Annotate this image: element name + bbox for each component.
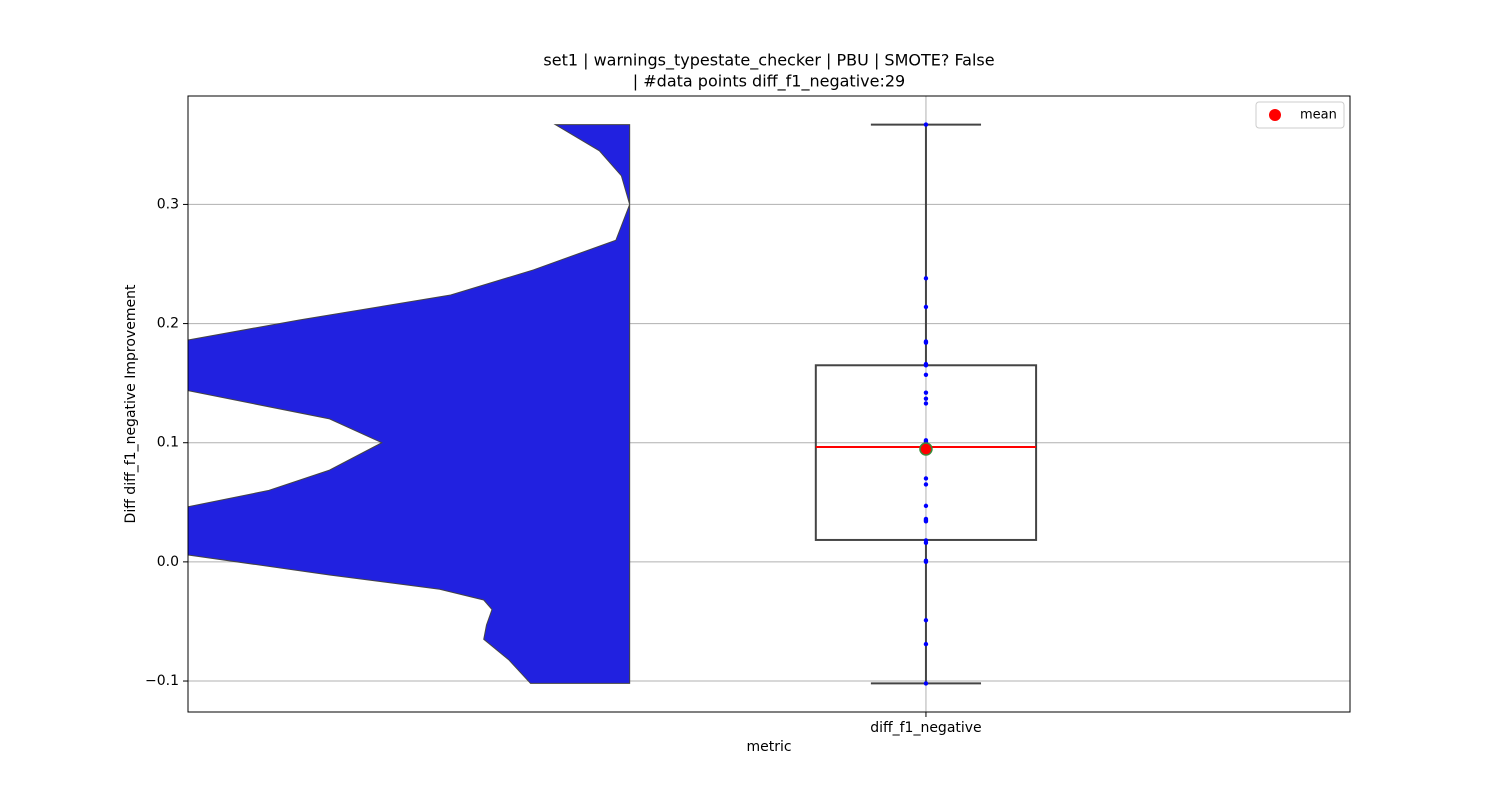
y-axis-label: Diff diff_f1_negative Improvement <box>123 284 139 523</box>
data-point <box>923 390 929 395</box>
data-point <box>923 401 929 406</box>
chart-title: set1 | warnings_typestate_checker | PBU … <box>543 51 994 71</box>
data-point <box>923 363 929 368</box>
data-point <box>923 122 929 127</box>
data-point <box>923 276 929 281</box>
legend-box <box>1255 101 1345 129</box>
data-point <box>923 540 929 546</box>
data-point <box>923 618 929 623</box>
data-point <box>923 396 929 401</box>
data-point <box>923 641 929 647</box>
data-point <box>923 681 929 686</box>
y-tick-label: 0.2 <box>157 316 179 332</box>
violin <box>188 124 631 684</box>
x-axis-label: metric <box>746 739 791 755</box>
legend-label: mean <box>1300 108 1337 123</box>
data-point <box>923 519 929 524</box>
data-point <box>923 503 929 509</box>
data-point <box>923 340 929 345</box>
data-point <box>923 476 929 481</box>
chart-title: | #data points diff_f1_negative:29 <box>633 72 905 92</box>
plot-frame <box>187 95 1351 713</box>
y-tick-label: 0.1 <box>157 435 179 451</box>
plot-area <box>188 122 1038 686</box>
y-tick-label: −0.1 <box>145 673 179 689</box>
y-tick-label: 0.3 <box>157 196 179 212</box>
data-point <box>923 482 929 487</box>
axes: −0.1 0.0 0.1 0.2 0.3 diff_f1_negative mean <box>145 101 1345 736</box>
data-point <box>923 372 929 378</box>
mean-marker <box>919 442 933 456</box>
data-point <box>923 304 929 310</box>
x-tick-label: diff_f1_negative <box>870 720 982 736</box>
legend-marker <box>1269 109 1281 121</box>
y-tick-label: 0.0 <box>157 554 179 570</box>
data-point <box>923 559 929 565</box>
